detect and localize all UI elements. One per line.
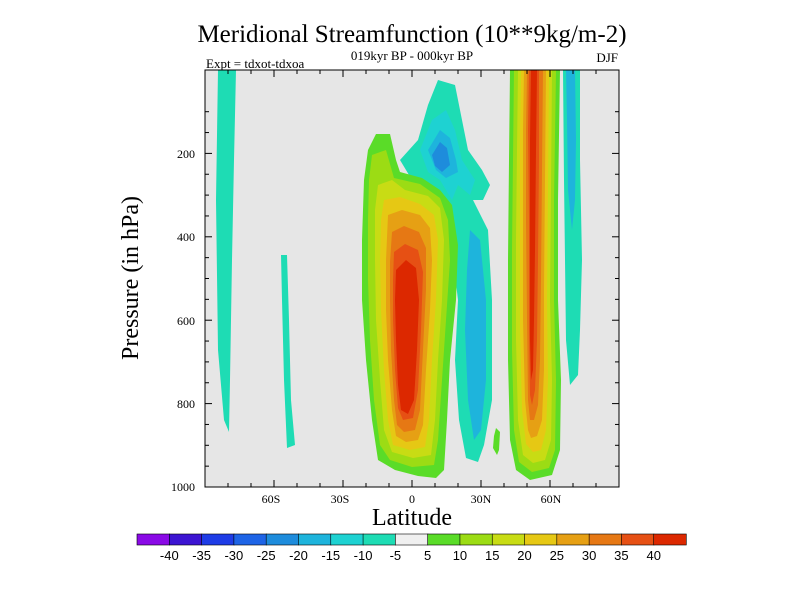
colorbar-swatch [427, 533, 461, 546]
colorbar-swatch [588, 533, 623, 546]
y-tick-label: 600 [177, 314, 195, 328]
colorbar-label: 40 [646, 548, 660, 563]
contour-fields [216, 70, 582, 480]
colorbar-swatch [330, 533, 364, 546]
cell-nh-green-filament [493, 428, 500, 455]
y-tick-label: 1000 [171, 480, 195, 494]
y-tick-labels: 200 400 600 800 1000 [171, 147, 195, 494]
colorbar-swatch [653, 533, 687, 546]
colorbar-label: -30 [224, 548, 243, 563]
chart-subtitle: 019kyr BP - 000kyr BP [351, 48, 473, 63]
colorbar-swatch [556, 533, 590, 546]
colorbar-swatch [362, 533, 396, 546]
x-tick-label: 30N [471, 492, 492, 506]
y-tick-label: 800 [177, 397, 195, 411]
experiment-label: Expt = tdxot-tdxoa [206, 56, 305, 71]
colorbar-label: 5 [424, 548, 431, 563]
cell-nh-positive [508, 70, 561, 480]
x-tick-label: 0 [409, 492, 415, 506]
y-tick-label: 400 [177, 230, 195, 244]
x-tick-label: 60S [262, 492, 281, 506]
chart-title: Meridional Streamfunction (10**9kg/m-2) [197, 21, 626, 48]
cell-nh-far-negative [563, 70, 582, 385]
colorbar-swatch [265, 533, 300, 546]
colorbar-label: 35 [614, 548, 628, 563]
y-axis-title: Pressure (in hPa) [118, 196, 144, 360]
colorbar-label: -20 [289, 548, 308, 563]
colorbar-swatch [233, 533, 267, 546]
colorbar-label: -35 [192, 548, 211, 563]
tick-marks [204, 70, 620, 488]
colorbar: -40 -35 -30 -25 -20 -15 -10 -5 5 10 15 20 25 30 35 40 [136, 533, 687, 563]
colorbar-swatch [201, 533, 235, 546]
colorbar-swatch [524, 533, 558, 546]
x-tick-labels: 60S 30S 0 30N 60N [262, 492, 562, 506]
cell-sh-negative-1 [216, 70, 236, 432]
cell-sh-negative-2 [281, 255, 295, 448]
cell-tropical-positive [362, 134, 458, 478]
colorbar-swatch [395, 533, 429, 546]
colorbar-label: 30 [582, 548, 596, 563]
colorbar-label: 25 [550, 548, 564, 563]
x-tick-label: 60N [541, 492, 562, 506]
colorbar-swatch [459, 533, 493, 546]
colorbar-label: 15 [485, 548, 499, 563]
colorbar-swatch [621, 533, 655, 546]
colorbar-label: 10 [453, 548, 467, 563]
y-tick-label: 200 [177, 147, 195, 161]
colorbar-label: -25 [257, 548, 276, 563]
cell-tropical-negative [400, 80, 492, 462]
colorbar-label: -40 [160, 548, 179, 563]
x-tick-label: 30S [331, 492, 350, 506]
x-axis-title: Latitude [372, 505, 452, 531]
colorbar-swatch [136, 533, 170, 546]
colorbar-label: -15 [321, 548, 340, 563]
season-label: DJF [596, 50, 618, 65]
colorbar-swatch [168, 533, 203, 546]
colorbar-label: -5 [390, 548, 402, 563]
colorbar-label: -10 [354, 548, 373, 563]
colorbar-label: 20 [517, 548, 531, 563]
colorbar-swatch [298, 533, 332, 546]
colorbar-swatch [491, 533, 526, 546]
